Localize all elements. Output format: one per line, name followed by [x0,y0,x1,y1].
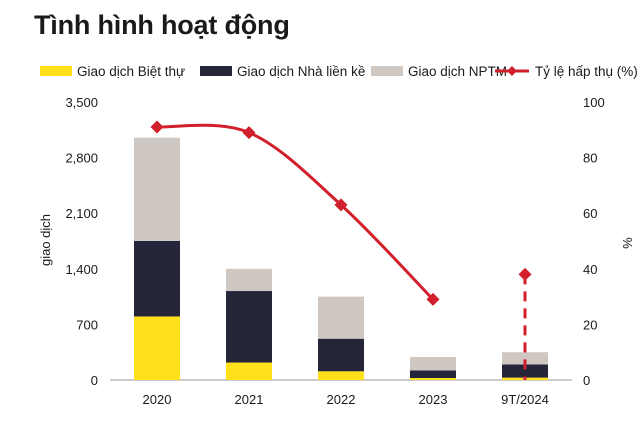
y2-tick-40: 40 [583,262,597,277]
line-point-9T/2024 [518,267,532,281]
y-tick-2,100: 2,100 [65,206,98,221]
y-axis-label: giao dịch [38,214,53,266]
y2-tick-100: 100 [583,95,605,110]
y2-tick-20: 20 [583,317,597,332]
legend-label-3: Giao dịch NPTM [408,64,507,79]
chart-title: Tình hình hoạt động [34,10,290,40]
line-point-2023 [426,292,440,306]
x-tick-9T/2024: 9T/2024 [501,392,549,407]
line-point-2020 [150,120,164,134]
legend-swatch-1 [40,66,72,76]
absorption-line [150,120,532,380]
y2-tick-0: 0 [583,373,590,388]
y-tick-2,800: 2,800 [65,151,98,166]
bar-2021-series-2 [226,291,272,363]
bar-2022-series-1 [318,371,364,380]
bar-2023-series-2 [410,370,456,379]
bar-9T/2024-series-3 [502,352,548,365]
x-tick-2020: 2020 [143,392,172,407]
bar-2020-series-3 [134,137,180,241]
legend-marker-line [507,66,517,76]
bar-2021-series-1 [226,362,272,380]
bar-9T/2024-series-2 [502,364,548,378]
bars [134,137,548,380]
y-axis-left-ticks: 0 700 1,400 2,100 2,800 3,500 [65,95,98,388]
legend: Giao dịch Biệt thự Giao dịch Nhà liền kề G… [40,64,638,79]
y2-tick-60: 60 [583,206,597,221]
legend-swatch-3 [371,66,403,76]
x-tick-2023: 2023 [419,392,448,407]
legend-label-1: Giao dịch Biệt thự [77,64,185,79]
line-point-2021 [242,126,256,140]
bar-2020-series-1 [134,316,180,380]
y-tick-1,400: 1,400 [65,262,98,277]
bar-2023-series-1 [410,378,456,380]
bar-2022-series-2 [318,338,364,372]
line-point-2022 [334,198,348,212]
y-tick-700: 700 [76,317,98,332]
legend-label-line: Tỷ lệ hấp thụ (%) [535,64,638,79]
x-tick-2022: 2022 [327,392,356,407]
bar-2021-series-3 [226,268,272,292]
y2-tick-80: 80 [583,151,597,166]
absorption-line-path [156,123,435,301]
legend-swatch-2 [200,66,232,76]
x-tick-2021: 2021 [235,392,264,407]
y-tick-0: 0 [91,373,98,388]
y2-axis-label: % [620,237,635,249]
bar-2020-series-2 [134,241,180,317]
y-tick-3,500: 3,500 [65,95,98,110]
bar-2022-series-3 [318,296,364,339]
x-axis-ticks: 2020 2021 2022 2023 9T/2024 [143,392,549,407]
bar-2023-series-3 [410,356,456,371]
legend-label-2: Giao dịch Nhà liền kề [237,64,365,79]
y-axis-right-ticks: 0 20 40 60 80 100 [583,95,605,388]
